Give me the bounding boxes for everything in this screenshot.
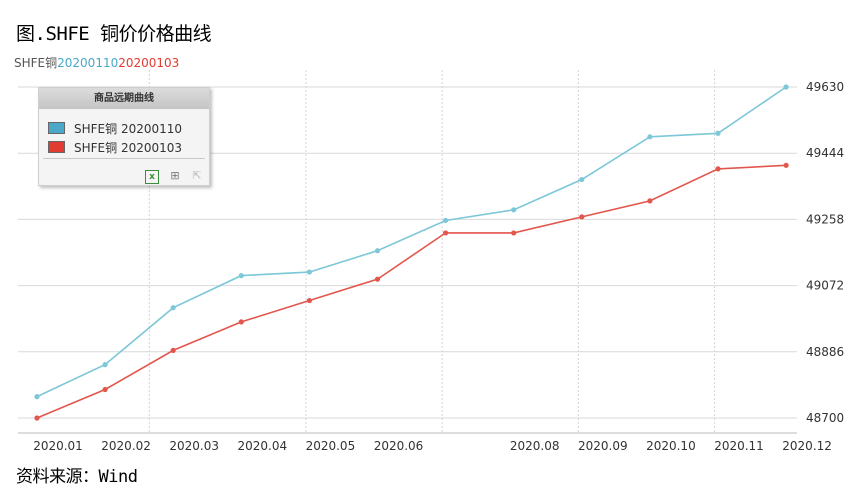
chart-title: 图.SHFE 铜价价格曲线: [16, 23, 212, 45]
data-point-a: [306, 269, 312, 275]
legend-swatch-series-a: [48, 122, 65, 134]
x-tick-label: 2020.11: [714, 439, 764, 453]
y-axis-ticks: 48700 48886 49072 49258 49444 49630: [806, 80, 844, 425]
data-point-a: [443, 217, 449, 224]
data-point-a: [34, 394, 40, 400]
y-tick-label: 48886: [806, 345, 844, 359]
legend-label-series-b: SHFE铜 20200103: [74, 141, 183, 155]
series-line-a: [36, 86, 787, 398]
data-point-b: [443, 230, 449, 236]
y-tick-label: 49630: [806, 80, 844, 94]
x-tick-label: 2020.05: [306, 439, 356, 453]
x-tick-label: 2020.06: [374, 439, 424, 453]
data-point-b: [170, 347, 176, 353]
x-axis-ticks: 2020.01 2020.02 2020.03 2020.04 2020.05 2020.…: [33, 439, 832, 453]
legend-swatch-series-b: [48, 141, 65, 153]
data-point-a: [238, 273, 244, 279]
data-point-b: [511, 230, 517, 236]
data-point-b: [238, 319, 244, 325]
legend-toolbar: x ⊞ ⇱: [135, 164, 203, 184]
data-point-b: [34, 415, 40, 421]
top-legend-series-a[interactable]: 20200110: [57, 56, 119, 70]
data-point-b: [579, 214, 585, 220]
series-line-b: [36, 164, 787, 419]
data-point-a: [579, 176, 585, 183]
legend-divider: [43, 158, 205, 159]
reset-zoom-icon[interactable]: ⇱: [192, 169, 202, 182]
x-tick-label: 2020.12: [782, 439, 832, 453]
x-tick-label: 2020.03: [169, 439, 219, 453]
data-point-a: [783, 84, 789, 90]
data-point-a: [647, 134, 653, 140]
y-tick-label: 49444: [806, 146, 844, 160]
data-point-a: [170, 305, 176, 311]
top-legend-base: SHFE铜: [14, 56, 58, 70]
data-point-b: [102, 386, 108, 393]
x-tick-label: 2020.08: [510, 439, 560, 453]
x-tick-label: 2020.09: [578, 439, 628, 453]
data-point-b: [647, 198, 653, 204]
data-point-b: [374, 276, 381, 282]
x-tick-label: 2020.01: [33, 439, 83, 453]
legend-label-series-a: SHFE铜 20200110: [74, 122, 183, 136]
data-point-b: [715, 166, 721, 172]
x-tick-label: 2020.02: [101, 439, 151, 453]
x-tick-label: 2020.04: [237, 439, 287, 453]
y-tick-label: 49072: [806, 279, 844, 293]
data-point-a: [374, 248, 381, 254]
series-lines: [34, 84, 789, 421]
top-legend-series-b[interactable]: 20200103: [118, 56, 180, 70]
x-tick-label: 2020.10: [646, 439, 696, 453]
legend-item-series-b[interactable]: SHFE铜 20200103: [48, 139, 182, 156]
data-point-a: [102, 362, 108, 368]
data-point-a: [715, 130, 721, 136]
data-point-b: [783, 162, 789, 168]
source-note: 资料来源：Wind: [16, 467, 138, 487]
crop-icon[interactable]: ⊞: [170, 169, 180, 182]
data-point-b: [306, 297, 312, 304]
excel-export-icon[interactable]: x: [145, 170, 159, 184]
data-point-a: [511, 207, 517, 213]
legend-item-series-a[interactable]: SHFE铜 20200110: [48, 120, 182, 137]
legend-panel[interactable]: 商品远期曲线 SHFE铜 20200110 SHFE铜 20200103 x ⊞ ⇱: [38, 87, 210, 186]
legend-header: 商品远期曲线: [39, 88, 209, 109]
y-tick-label: 49258: [806, 212, 844, 226]
y-tick-label: 48700: [806, 411, 844, 425]
top-legend: SHFE铜2020011020200103: [14, 54, 179, 71]
